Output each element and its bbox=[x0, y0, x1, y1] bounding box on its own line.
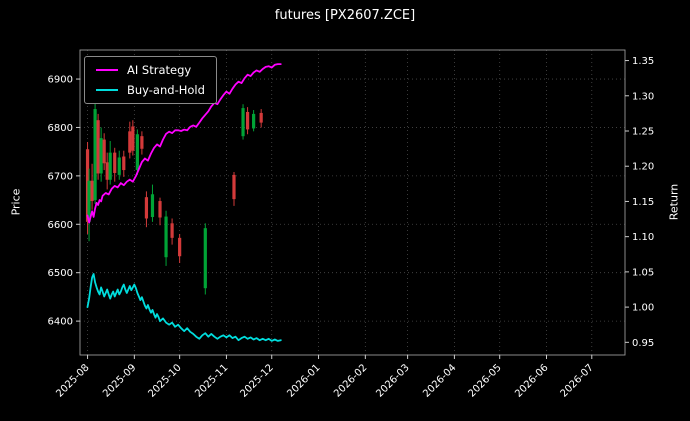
ai-strategy-line-swatch bbox=[96, 69, 118, 71]
plot-frame bbox=[79, 49, 626, 356]
svg-text:6400: 6400 bbox=[48, 317, 73, 328]
svg-text:1.10: 1.10 bbox=[632, 232, 654, 243]
line-buy-and-hold bbox=[86, 273, 282, 342]
x-tick-labels: 2025-08 2025-09 2025-10 2025-11 2025-12 2026-… bbox=[54, 355, 596, 400]
svg-text:2026-02: 2026-02 bbox=[332, 362, 369, 399]
svg-text:1.25: 1.25 bbox=[632, 127, 654, 138]
svg-text:1.20: 1.20 bbox=[632, 162, 654, 173]
svg-text:2026-07: 2026-07 bbox=[559, 362, 596, 399]
left-tick-labels: 6400 6500 6600 6700 6800 6900 bbox=[48, 75, 80, 328]
chart-title: futures [PX2607.ZCE] bbox=[274, 8, 416, 23]
svg-text:2026-06: 2026-06 bbox=[513, 362, 550, 399]
svg-text:2025-12: 2025-12 bbox=[239, 362, 276, 399]
svg-text:1.35: 1.35 bbox=[632, 56, 654, 67]
buy-and-hold-line-swatch bbox=[96, 89, 118, 91]
svg-text:1.05: 1.05 bbox=[632, 267, 654, 278]
svg-text:0.95: 0.95 bbox=[632, 338, 654, 349]
svg-text:1.15: 1.15 bbox=[632, 197, 654, 208]
svg-text:2025-11: 2025-11 bbox=[193, 362, 230, 399]
svg-text:2025-09: 2025-09 bbox=[101, 362, 138, 399]
right-axis-label: Return bbox=[667, 183, 681, 221]
svg-text:1.30: 1.30 bbox=[632, 91, 654, 102]
legend: AI Strategy Buy-and-Hold bbox=[84, 56, 217, 104]
candlesticks bbox=[85, 102, 263, 295]
svg-text:6800: 6800 bbox=[48, 123, 73, 134]
legend-item-buy-and-hold: Buy-and-Hold bbox=[96, 83, 205, 97]
left-axis-label: Price bbox=[9, 188, 23, 216]
svg-text:6900: 6900 bbox=[48, 75, 73, 86]
svg-text:2025-08: 2025-08 bbox=[54, 362, 91, 399]
svg-text:6600: 6600 bbox=[48, 220, 73, 231]
legend-label-buy-and-hold: Buy-and-Hold bbox=[127, 83, 205, 97]
svg-text:1.00: 1.00 bbox=[632, 303, 654, 314]
svg-text:6700: 6700 bbox=[48, 171, 73, 182]
gridlines bbox=[80, 50, 625, 355]
svg-text:2026-04: 2026-04 bbox=[421, 362, 458, 399]
right-tick-labels: 0.95 1.00 1.05 1.10 1.15 1.20 1.25 1.30 1.35 bbox=[625, 56, 654, 349]
svg-text:2025-10: 2025-10 bbox=[146, 362, 183, 399]
legend-label-ai-strategy: AI Strategy bbox=[127, 63, 192, 77]
svg-text:2026-03: 2026-03 bbox=[374, 362, 411, 399]
line-ai-strategy bbox=[86, 63, 282, 224]
svg-text:6500: 6500 bbox=[48, 268, 73, 279]
series-lines bbox=[86, 63, 282, 342]
svg-text:2026-05: 2026-05 bbox=[466, 362, 503, 399]
svg-text:2026-01: 2026-01 bbox=[285, 362, 322, 399]
legend-item-ai-strategy: AI Strategy bbox=[96, 63, 205, 77]
